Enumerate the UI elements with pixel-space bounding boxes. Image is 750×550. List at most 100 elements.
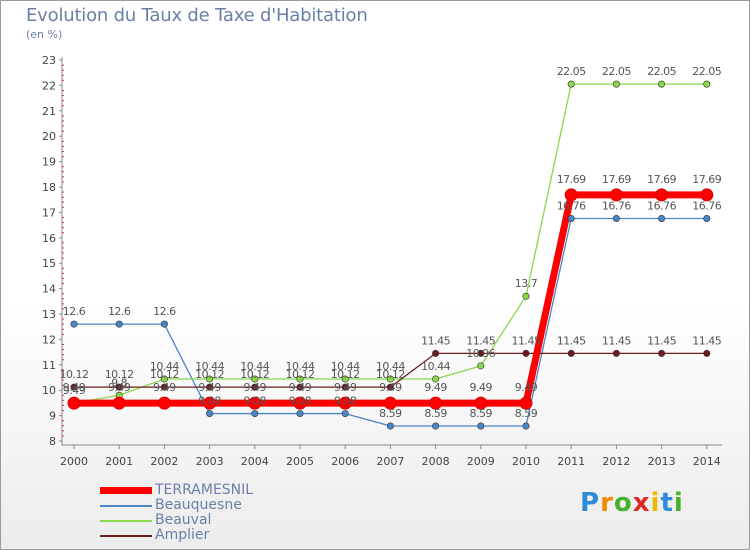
data-label: 12.6 <box>63 305 86 318</box>
data-point <box>474 396 488 410</box>
data-label: 12.6 <box>108 305 131 318</box>
x-tick-label: 2011 <box>557 455 585 468</box>
legend-swatch-terramesnil <box>100 487 152 494</box>
data-label: 11.45 <box>466 334 495 347</box>
data-label: 9.8 <box>111 376 127 389</box>
data-label: 9.08 <box>244 395 267 408</box>
data-label: 9.49 <box>244 381 267 394</box>
data-point <box>160 383 168 391</box>
y-tick-label: 14 <box>42 283 56 296</box>
logo-letter: r <box>600 488 614 518</box>
data-label: 9.49 <box>63 384 86 397</box>
legend-label-beauval: Beauval <box>155 512 212 528</box>
logo-letter: i <box>650 488 661 518</box>
x-tick-label: 2007 <box>376 455 404 468</box>
data-label: 10.12 <box>150 368 179 381</box>
x-tick-label: 2000 <box>60 455 88 468</box>
data-label: 10.12 <box>240 368 269 381</box>
legend-swatch-amplier <box>100 535 152 537</box>
data-label: 16.76 <box>647 199 676 212</box>
proxiti-logo: Proxiti <box>580 488 684 518</box>
series-line-beauquesne <box>74 217 707 427</box>
legend-label-beauquesne: Beauquesne <box>155 497 242 513</box>
data-label: 16.76 <box>692 199 721 212</box>
data-label: 10.12 <box>331 368 360 381</box>
legend-item-amplier: Amplier <box>100 527 360 543</box>
data-label: 8.59 <box>379 407 402 420</box>
y-tick-label: 20 <box>42 130 56 143</box>
y-tick-label: 11 <box>42 359 56 372</box>
data-point <box>341 410 349 418</box>
y-tick-label: 12 <box>42 333 56 346</box>
x-tick-label: 2006 <box>331 455 359 468</box>
data-point <box>248 396 262 410</box>
data-point <box>522 422 530 430</box>
data-point <box>703 349 711 357</box>
data-point <box>296 383 304 391</box>
data-point <box>564 188 578 202</box>
x-tick-label: 2005 <box>286 455 314 468</box>
data-point <box>293 396 307 410</box>
data-point <box>296 375 304 383</box>
legend-item-beauval: Beauval <box>100 512 360 528</box>
legend-label-terramesnil: TERRAMESNIL <box>155 482 254 498</box>
data-point <box>477 349 485 357</box>
y-tick-label: 22 <box>42 79 56 92</box>
data-point <box>251 375 259 383</box>
y-tick-label: 9 <box>49 410 56 423</box>
x-tick-label: 2012 <box>602 455 630 468</box>
data-point <box>206 383 214 391</box>
logo-letter: i <box>673 488 684 518</box>
data-point <box>429 396 443 410</box>
data-point <box>477 362 485 370</box>
data-point <box>341 375 349 383</box>
y-tick-label: 13 <box>42 308 56 321</box>
data-label: 9.49 <box>424 381 447 394</box>
data-label: 22.05 <box>692 65 721 78</box>
data-label: 10.44 <box>195 360 224 373</box>
y-tick-label: 15 <box>42 257 56 270</box>
data-label: 9.49 <box>515 381 538 394</box>
data-point <box>70 320 78 328</box>
data-label: 9.08 <box>198 395 221 408</box>
data-label: 10.44 <box>286 360 315 373</box>
data-point <box>567 349 575 357</box>
y-tick-label: 21 <box>42 105 56 118</box>
x-tick-label: 2010 <box>512 455 540 468</box>
data-point <box>522 292 530 300</box>
data-point <box>567 80 575 88</box>
x-tick-label: 2002 <box>150 455 178 468</box>
data-point <box>522 349 530 357</box>
data-label: 9.49 <box>153 381 176 394</box>
data-label: 10.44 <box>331 360 360 373</box>
data-point <box>338 396 352 410</box>
data-point <box>157 396 171 410</box>
chart-title: Evolution du Taux de Taxe d'Habitation <box>26 5 368 26</box>
data-point <box>612 349 620 357</box>
data-point <box>567 214 575 222</box>
data-point <box>432 375 440 383</box>
data-label: 9.49 <box>334 381 357 394</box>
logo-letter: t <box>660 488 674 518</box>
logo-letter: o <box>613 488 633 518</box>
data-point <box>70 383 78 391</box>
data-point <box>386 383 394 391</box>
y-tick-label: 17 <box>42 206 56 219</box>
x-tick-label: 2001 <box>105 455 133 468</box>
data-point <box>612 214 620 222</box>
data-label: 10.44 <box>376 360 405 373</box>
data-label: 11.45 <box>692 334 721 347</box>
data-label: 10.12 <box>105 368 134 381</box>
y-tick-label: 18 <box>42 181 56 194</box>
x-tick-label: 2004 <box>241 455 269 468</box>
data-label: 10.12 <box>286 368 315 381</box>
data-label: 10.12 <box>376 368 405 381</box>
data-label: 13.7 <box>515 277 538 290</box>
data-label: 22.05 <box>602 65 631 78</box>
data-label: 9.49 <box>470 381 493 394</box>
data-point <box>658 80 666 88</box>
data-point <box>700 188 714 202</box>
data-point <box>206 410 214 418</box>
data-label: 8.59 <box>470 407 493 420</box>
